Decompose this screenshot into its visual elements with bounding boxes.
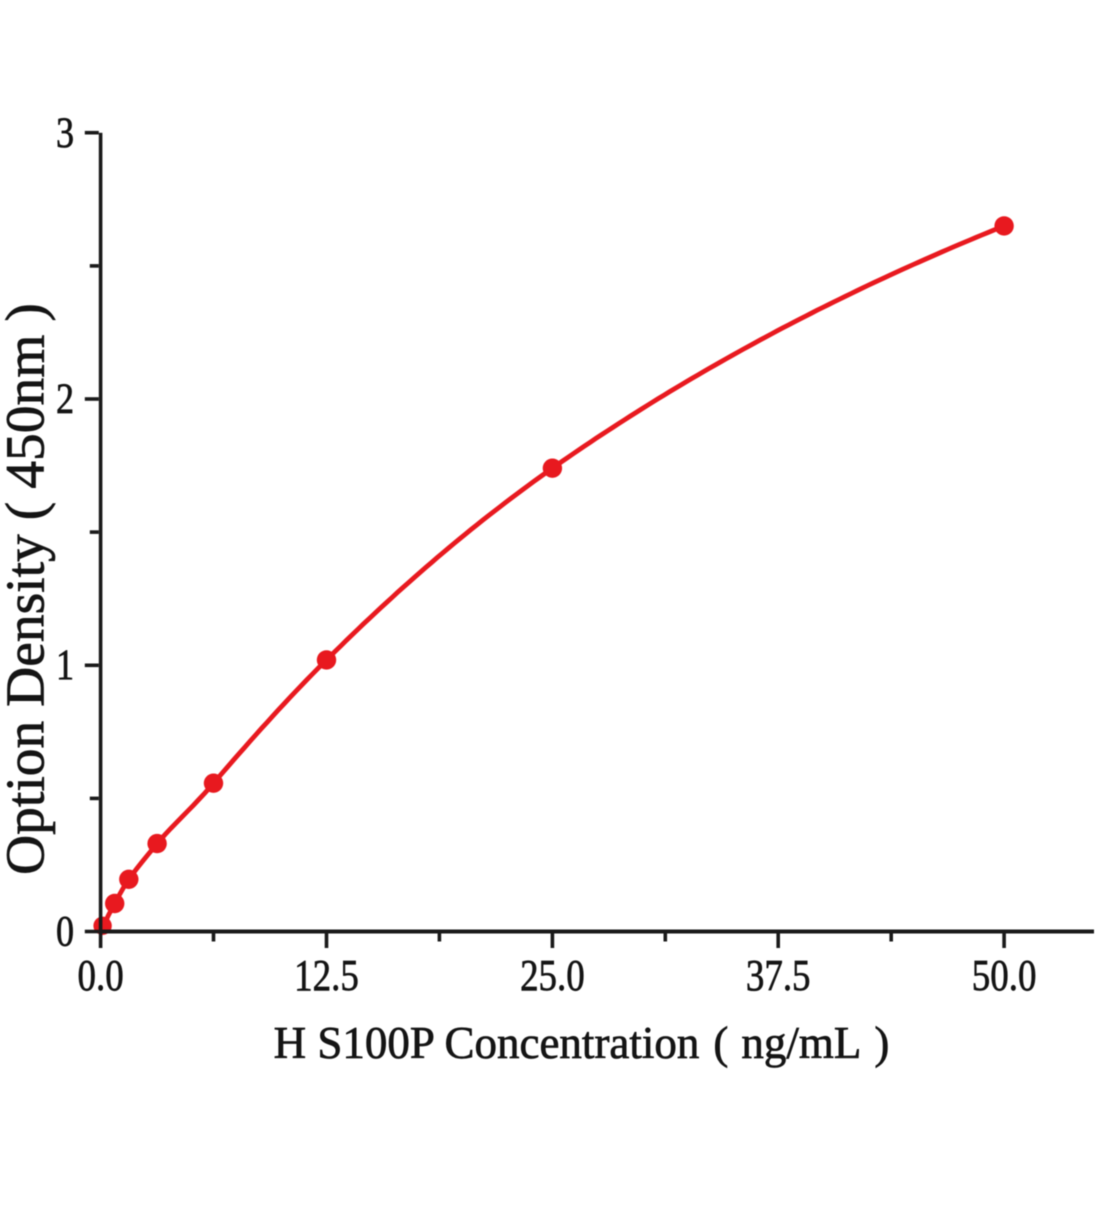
svg-text:12.5: 12.5 [294, 951, 359, 1000]
svg-text:2: 2 [56, 375, 74, 423]
svg-text:3: 3 [56, 109, 74, 157]
svg-text:0: 0 [56, 908, 74, 956]
svg-text:37.5: 37.5 [746, 951, 811, 1000]
svg-text:Option Density(450nm): Option Density(450nm) [0, 303, 57, 875]
svg-text:0.0: 0.0 [78, 951, 124, 1000]
svg-text:25.0: 25.0 [520, 951, 585, 1000]
svg-text:50.0: 50.0 [972, 951, 1037, 1000]
svg-text:H S100P Concentration(ng/mL): H S100P Concentration(ng/mL) [274, 1018, 890, 1068]
svg-text:1: 1 [56, 641, 74, 689]
